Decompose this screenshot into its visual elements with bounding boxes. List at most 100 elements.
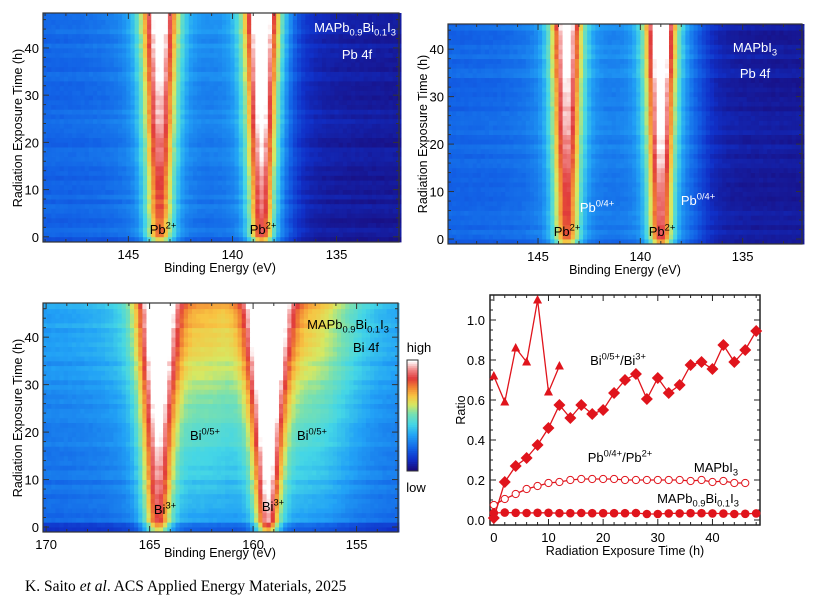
heatmap-cell: [217, 43, 223, 49]
heatmap-cell: [234, 47, 240, 54]
heatmap-cell: [163, 47, 169, 54]
heatmap-cell: [101, 99, 106, 105]
heatmap-cell: [180, 227, 185, 233]
heatmap-cell: [167, 189, 173, 195]
heatmap-cell: [213, 114, 219, 120]
heatmap-cell: [180, 184, 185, 190]
heatmap-cell: [76, 13, 81, 16]
heatmap-cell: [460, 229, 465, 235]
heatmap-cell: [130, 217, 135, 224]
heatmap-cell: [184, 147, 190, 153]
heatmap-cell: [176, 109, 181, 115]
heatmap-cell: [101, 90, 106, 96]
heatmap-cell: [587, 224, 592, 230]
heatmap-cell: [468, 220, 473, 226]
heatmap-cell: [184, 123, 190, 129]
heatmap-cell: [779, 224, 784, 230]
heatmap-cell: [197, 85, 202, 91]
heatmap-cell: [126, 66, 131, 72]
heatmap-cell: [259, 147, 265, 153]
heatmap-cell: [342, 232, 348, 238]
heatmap-cell: [734, 229, 739, 235]
heatmap-cell: [209, 80, 215, 87]
heatmap-cell: [159, 147, 165, 153]
heatmap-cell: [292, 184, 298, 190]
heatmap-cell: [259, 114, 265, 120]
heatmap-cell: [754, 220, 760, 226]
heatmap-cell: [92, 99, 98, 105]
heatmap-cell: [201, 71, 206, 77]
heatmap-cell: [97, 180, 102, 186]
heatmap-cell: [546, 234, 551, 240]
heatmap-cell: [117, 13, 123, 16]
heatmap-cell: [330, 175, 335, 181]
heatmap-cell: [280, 43, 285, 49]
heatmap-cell: [326, 114, 331, 120]
heatmap-cell: [493, 229, 498, 235]
heatmap-cell: [213, 104, 219, 110]
heatmap-cell: [280, 227, 285, 233]
heatmap-cell: [109, 76, 115, 82]
heatmap-cell: [72, 14, 77, 21]
heatmap-cell: [84, 57, 90, 63]
heatmap-cell: [197, 232, 202, 238]
heatmap-cell: [172, 123, 177, 129]
heatmap-cell: [147, 222, 152, 228]
heatmap-cell: [359, 142, 364, 148]
heatmap-cell: [296, 114, 302, 120]
heatmap-cell: [113, 99, 119, 105]
heatmap-cell: [238, 142, 244, 148]
heatmap-cell: [376, 90, 381, 96]
heatmap-cell: [47, 175, 52, 181]
heatmap-cell: [63, 208, 69, 214]
heatmap-cell: [222, 156, 227, 162]
heatmap-cell: [238, 232, 244, 238]
heatmap-cell: [209, 232, 215, 238]
heatmap-cell: [529, 215, 535, 221]
heatmap-cell: [117, 137, 123, 143]
heatmap-cell: [313, 189, 319, 195]
heatmap-cell: [574, 234, 580, 240]
heatmap-cell: [172, 57, 177, 63]
sample-label-part: 0.9: [350, 28, 363, 38]
heatmap-cell: [321, 151, 327, 157]
heatmap-cell: [272, 194, 277, 200]
heatmap-cell: [205, 227, 210, 233]
heatmap-cell: [317, 203, 323, 209]
core-level-label: Pb 4f: [342, 47, 373, 62]
heatmap-cell: [334, 189, 340, 195]
heatmap-cell: [701, 220, 707, 226]
heatmap-cell: [371, 227, 377, 233]
heatmap-cell: [76, 132, 81, 139]
heatmap-cell: [151, 217, 156, 224]
heatmap-cell: [238, 227, 244, 233]
heatmap-cell: [334, 194, 340, 200]
heatmap-cell: [97, 29, 102, 35]
heatmap-cell: [342, 217, 348, 224]
heatmap-cell: [371, 52, 377, 58]
heatmap-cell: [251, 57, 256, 63]
heatmap-cell: [201, 76, 206, 82]
heatmap-cell: [330, 217, 335, 224]
heatmap-cell: [292, 109, 298, 115]
heatmap-cell: [384, 57, 389, 63]
heatmap-cell: [134, 151, 140, 157]
heatmap-cell: [84, 208, 90, 214]
heatmap-cell: [222, 109, 227, 115]
x-tick-label: 145: [118, 247, 140, 262]
heatmap-cell: [159, 217, 165, 224]
heatmap-cell: [330, 118, 335, 124]
heatmap-cell: [392, 43, 398, 49]
heatmap-cell: [84, 80, 90, 87]
heatmap-cell: [192, 90, 198, 96]
heatmap-cell: [238, 137, 244, 143]
heatmap-cell: [380, 227, 385, 233]
heatmap-cell: [226, 236, 231, 242]
heatmap-cell: [222, 208, 227, 214]
heatmap-cell: [734, 239, 739, 245]
heatmap-cell: [334, 29, 340, 35]
heatmap-cell: [67, 213, 73, 219]
heatmap-cell: [201, 236, 206, 242]
heatmap-cell: [288, 90, 294, 96]
heatmap-cell: [380, 184, 385, 190]
